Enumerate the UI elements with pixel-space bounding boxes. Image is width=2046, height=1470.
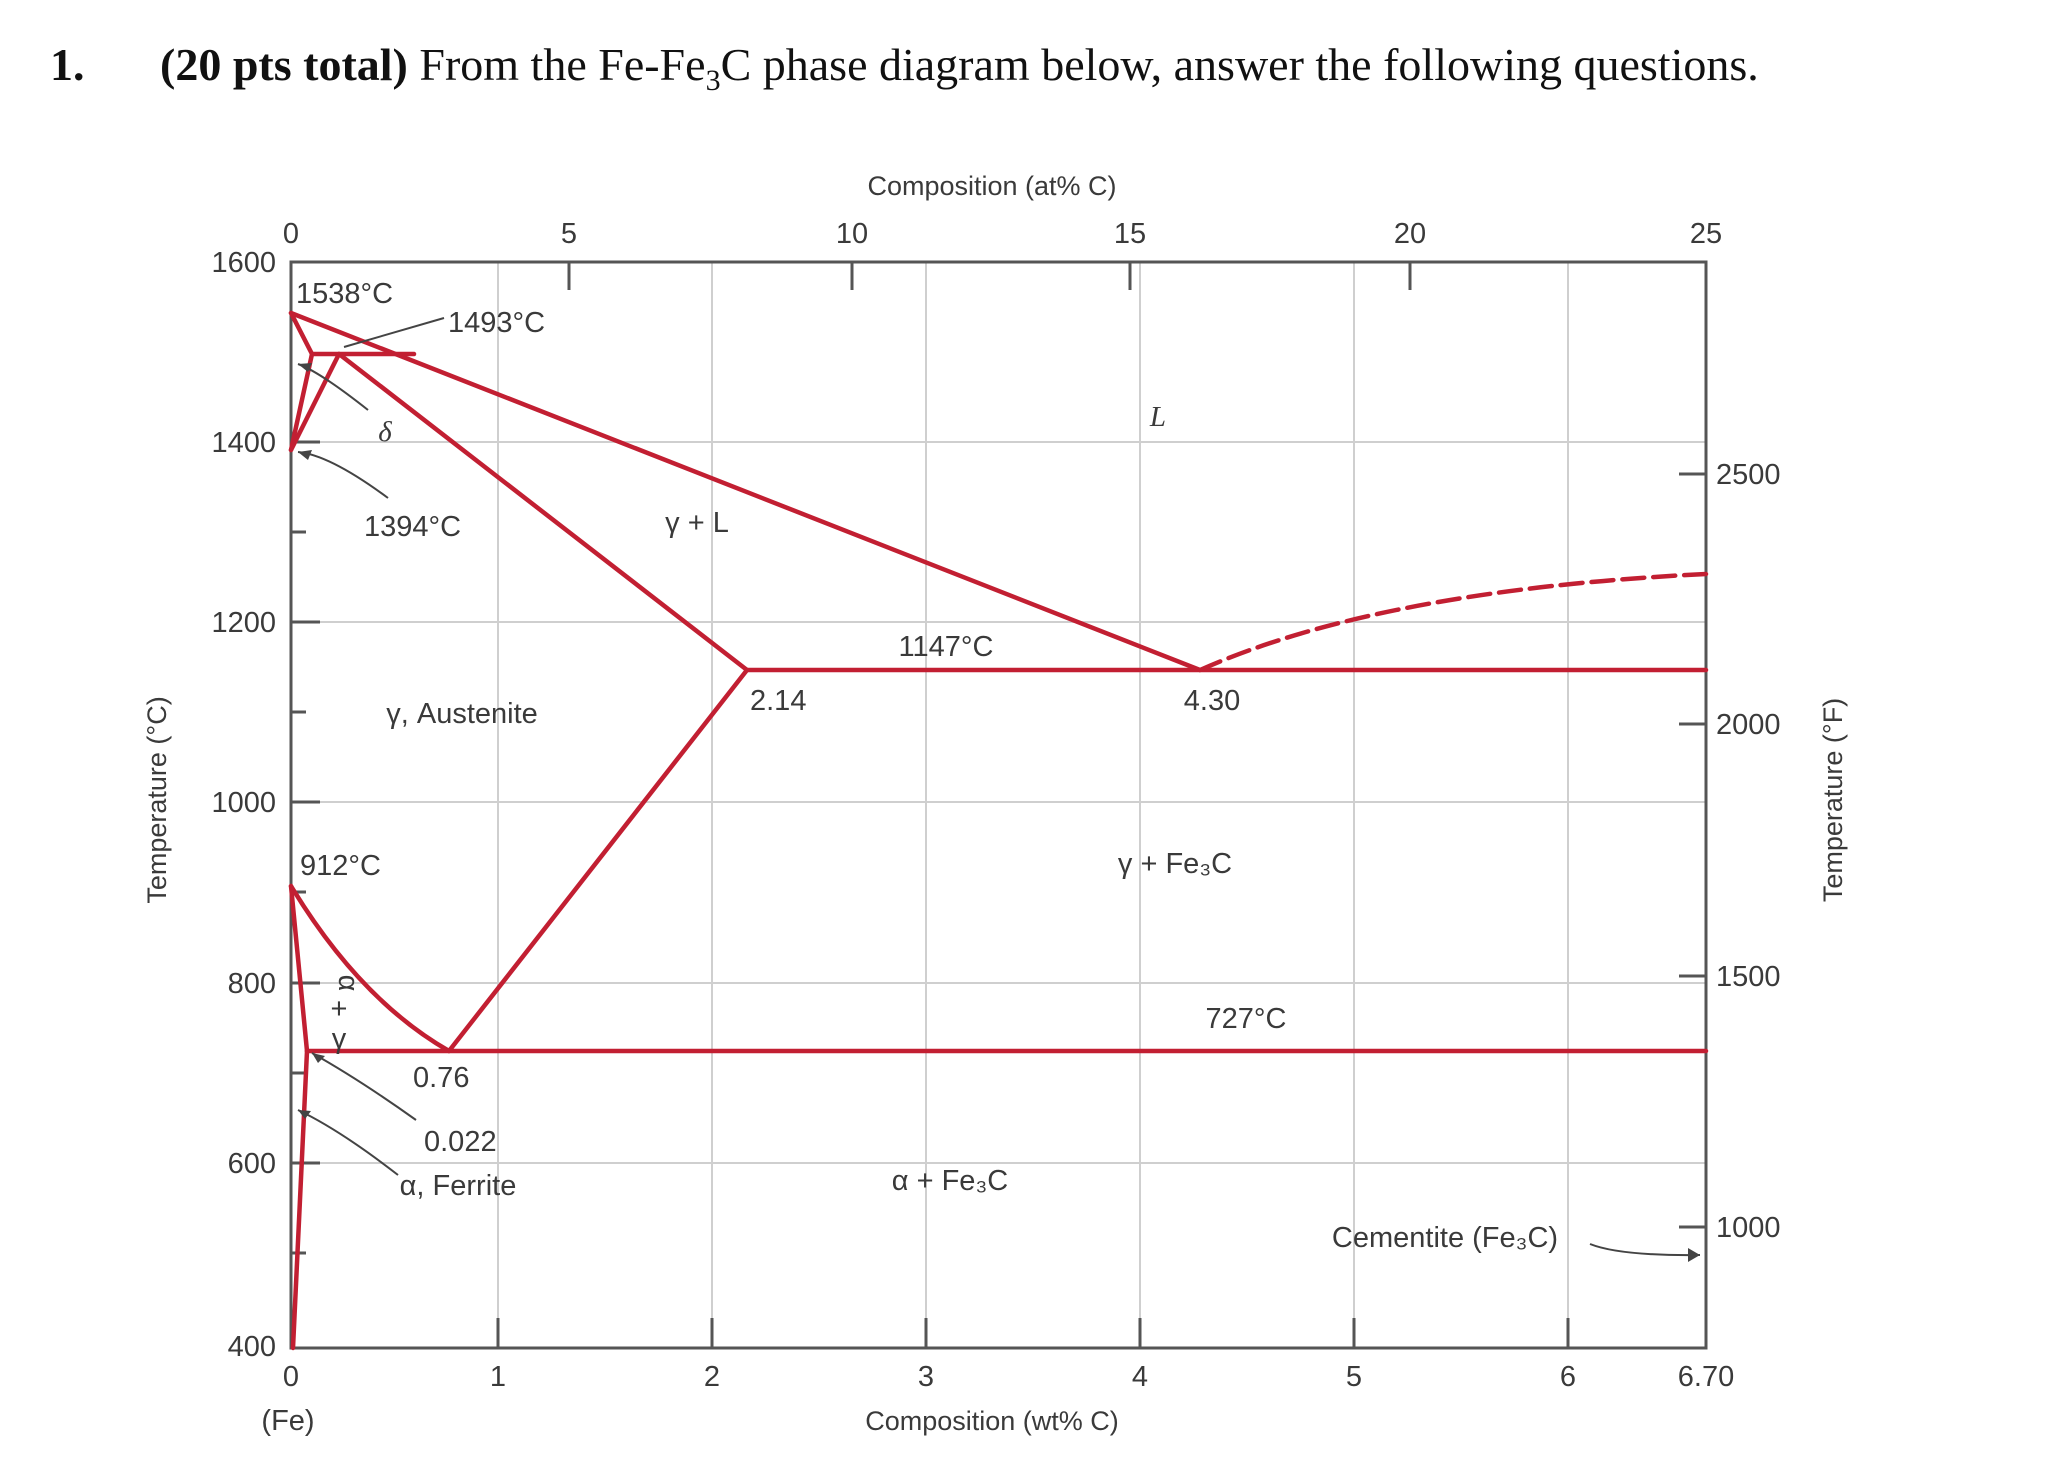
phase-label-alpha-gamma-gamma: γ: [332, 1023, 347, 1055]
bottom-tick-4: 4: [1132, 1361, 1148, 1393]
label-912c: 912°C: [300, 850, 381, 882]
left-tick-1000: 1000: [211, 787, 276, 819]
liquidus-line: [288, 310, 1203, 673]
bottom-tick-5: 5: [1346, 1361, 1362, 1393]
top-tick-0: 0: [283, 218, 299, 250]
label-2-14: 2.14: [750, 685, 806, 717]
phase-label-austenite: γ, Austenite: [386, 698, 538, 730]
right-tick-2000: 2000: [1716, 709, 1781, 741]
leader-arrowheads: [298, 363, 1700, 1262]
label-727c: 727°C: [1206, 1003, 1287, 1035]
bottom-tick-0: 0: [283, 1361, 299, 1393]
top-tick-5: 5: [561, 218, 577, 250]
bottom-left-fe-label: (Fe): [261, 1405, 314, 1437]
delta-boundary-upper: [288, 310, 315, 357]
label-4-30: 4.30: [1184, 685, 1240, 717]
question-number: 1.: [50, 39, 85, 90]
delta-gamma-boundary: [288, 351, 342, 453]
question-text-b: C phase diagram below, answer the follow…: [720, 39, 1759, 90]
label-0-022: 0.022: [424, 1126, 497, 1158]
left-tick-800: 800: [228, 968, 276, 1000]
bottom-tick-1: 1: [490, 1361, 506, 1393]
question-points: (20 pts total): [160, 39, 408, 90]
phase-label-alpha-gamma-alpha: α: [332, 975, 364, 992]
label-1538c: 1538°C: [296, 278, 393, 310]
leader-lines: [297, 317, 1701, 1257]
phase-boundaries: [288, 310, 1709, 1351]
a3-line: [288, 883, 452, 1054]
phase-label-gamma-fe3c: γ + Fe₃C: [1118, 848, 1232, 880]
left-tick-1200: 1200: [211, 607, 276, 639]
question-text-a: From the Fe-Fe: [407, 39, 706, 90]
bottom-axis-title: Composition (wt% C): [865, 1406, 1119, 1436]
alpha-gamma-boundary: [288, 883, 310, 1054]
label-1394c: 1394°C: [364, 511, 461, 543]
label-1493c: 1493°C: [448, 307, 545, 339]
question-text-sub: 3: [705, 64, 721, 98]
left-tick-1600: 1600: [211, 247, 276, 279]
phase-label-alpha-gamma-plus: +: [331, 993, 348, 1025]
right-tick-1000: 1000: [1716, 1212, 1781, 1244]
ferrite-solvus: [290, 1048, 310, 1351]
cementite-liquidus-dashed: [1197, 571, 1709, 673]
right-axis-title: Temperature (°F): [1818, 698, 1848, 902]
phase-label-gamma-liquid: γ + L: [665, 507, 729, 539]
bottom-tick-2: 2: [704, 1361, 720, 1393]
acm-line: [446, 667, 750, 1054]
left-tick-600: 600: [228, 1148, 276, 1180]
question-text: (20 pts total) From the Fe-Fe3C phase di…: [160, 38, 1759, 98]
bottom-tick-3: 3: [918, 1361, 934, 1393]
bottom-tick-6: 6: [1560, 1361, 1576, 1393]
left-tick-1400: 1400: [211, 427, 276, 459]
top-tick-25: 25: [1690, 218, 1722, 250]
label-1147c: 1147°C: [899, 631, 994, 663]
top-axis-title: Composition (at% C): [867, 171, 1116, 201]
solidus-line: [336, 351, 750, 673]
label-0-76: 0.76: [413, 1062, 469, 1094]
bottom-tick-6-70: 6.70: [1678, 1361, 1734, 1393]
phase-label-liquid: L: [1149, 401, 1166, 433]
phase-label-alpha-fe3c: α + Fe₃C: [892, 1165, 1008, 1197]
grid: [291, 262, 1706, 1348]
top-tick-20: 20: [1394, 218, 1426, 250]
top-tick-15: 15: [1114, 218, 1146, 250]
right-tick-1500: 1500: [1716, 961, 1781, 993]
left-axis-title: Temperature (°C): [142, 696, 172, 903]
left-tick-400: 400: [228, 1331, 276, 1363]
top-tick-10: 10: [836, 218, 868, 250]
phase-label-ferrite: α, Ferrite: [400, 1170, 517, 1202]
plot-frame: [289, 260, 1708, 1350]
cementite-label: Cementite (Fe₃C): [1332, 1222, 1558, 1254]
phase-label-delta: δ: [378, 416, 392, 448]
right-tick-2500: 2500: [1716, 459, 1781, 491]
